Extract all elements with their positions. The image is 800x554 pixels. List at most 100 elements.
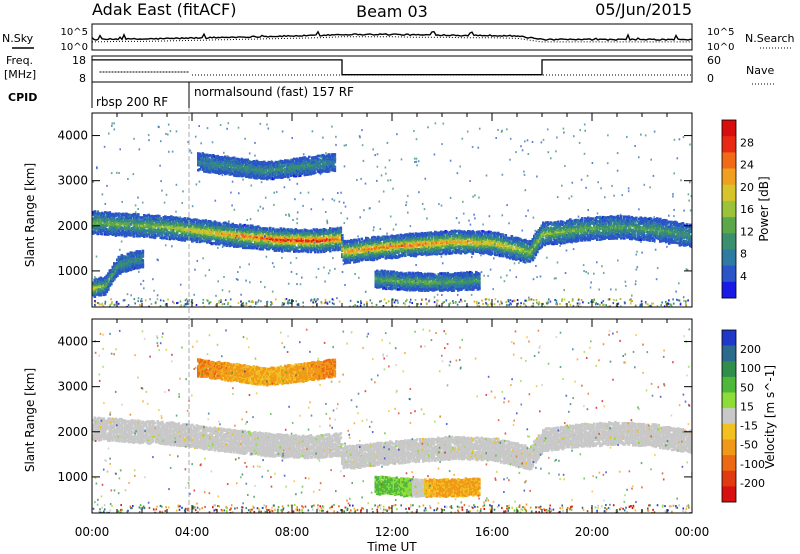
colorbar-tick-label: 8 <box>740 248 747 261</box>
colorbar-swatch <box>722 439 736 456</box>
colorbar-swatch <box>722 152 736 169</box>
y-tick-label: 2000 <box>57 425 88 439</box>
velocity-heatmap <box>92 328 692 513</box>
colorbar-tick-label: 16 <box>740 203 754 216</box>
nsearch-tick-top: 10^5 <box>707 27 734 38</box>
colorbar-swatch <box>722 376 736 393</box>
power-colorbar-label: Power [dB] <box>757 176 771 241</box>
date-label: 05/Jun/2015 <box>595 0 692 19</box>
beam-label: Beam 03 <box>356 2 428 21</box>
nsky-label: N.Sky <box>2 32 34 45</box>
colorbar-swatch <box>722 408 736 425</box>
scatter-specks <box>92 328 692 513</box>
cpid-segment-2: normalsound (fast) 157 RF <box>194 85 354 99</box>
x-tick-label: 16:00 <box>475 525 510 539</box>
nsearch-series <box>92 36 692 43</box>
colorbar-swatch <box>722 423 736 440</box>
nave-label: Nave <box>746 64 774 77</box>
colorbar-frame <box>721 119 737 299</box>
power-axes: 1000 2000 3000 4000 <box>57 113 693 307</box>
colorbar-swatch <box>722 361 736 378</box>
colorbar-swatch <box>722 200 736 218</box>
x-axis-label: Time UT <box>366 540 417 554</box>
colorbar-swatch <box>722 455 736 471</box>
colorbar-swatch <box>722 168 736 185</box>
echo-band-upper-patch <box>197 358 337 387</box>
noise-plot <box>91 30 693 43</box>
colorbar-swatch <box>722 120 736 137</box>
colorbar-tick-label: 50 <box>740 381 754 394</box>
freq-label-line2: [MHz] <box>4 68 36 81</box>
y-tick-label: 4000 <box>57 129 88 143</box>
colorbar-swatch <box>722 330 736 346</box>
power-colorbar: 4 8 12 16 20 24 28 <box>721 119 754 299</box>
colorbar-swatch <box>722 217 736 234</box>
colorbar-swatch <box>722 345 736 362</box>
colorbar-tick-label: 24 <box>740 159 754 172</box>
velocity-ylabel: Slant Range [km] <box>23 368 37 472</box>
colorbar-swatch <box>722 392 736 409</box>
frequency-panel-frame <box>91 55 693 83</box>
x-tick-label: 00:00 <box>75 525 110 539</box>
colorbar-swatch <box>722 184 736 202</box>
echo-band-early-lower-echo <box>92 249 145 298</box>
echo-band-main-echo <box>92 210 692 265</box>
power-ylabel: Slant Range [km] <box>23 163 37 267</box>
nsearch-label: N.Search <box>745 32 795 45</box>
freq-tick-top: 18 <box>72 54 86 67</box>
frequency-plot <box>92 59 692 76</box>
y-tick-label: 4000 <box>57 335 88 349</box>
nsearch-tick-bottom: 10^0 <box>707 42 734 53</box>
colorbar-swatch <box>722 265 736 283</box>
y-tick-label: 1000 <box>57 470 88 484</box>
scatter-specks <box>92 122 692 307</box>
nsky-series <box>91 30 693 41</box>
y-tick-label: 3000 <box>57 174 88 188</box>
colorbar-tick-label: 12 <box>740 225 754 238</box>
nsky-tick-top: 10^5 <box>61 27 88 38</box>
cpid-segment-1: rbsp 200 RF <box>96 95 168 109</box>
colorbar-swatch <box>722 136 736 153</box>
colorbar-tick-label: -15 <box>740 420 758 433</box>
colorbar-tick-label: 200 <box>740 343 761 356</box>
colorbar-swatch <box>722 249 736 266</box>
power-heatmap <box>92 122 692 307</box>
echo-band-upper-patch <box>197 152 337 181</box>
colorbar-frame <box>721 329 737 503</box>
noise-panel-frame <box>91 23 693 51</box>
x-tick-label: 12:00 <box>375 525 410 539</box>
nave-tick-bottom: 0 <box>707 72 714 85</box>
colorbar-swatch <box>722 470 736 487</box>
colorbar-tick-label: 15 <box>740 400 754 413</box>
cpid-label: CPID <box>8 91 37 104</box>
colorbar-swatch <box>722 233 736 250</box>
velocity-colorbar-label: Velocity [m s^-1] <box>763 365 777 469</box>
colorbar-tick-label: -100 <box>740 458 765 471</box>
colorbar-tick-label: -200 <box>740 477 765 490</box>
x-tick-label: 00:00 <box>675 525 710 539</box>
y-tick-label: 3000 <box>57 380 88 394</box>
echo-band-lower-patch <box>374 475 481 498</box>
y-tick-label: 1000 <box>57 264 88 278</box>
echo-band-ground-scatter <box>92 416 692 471</box>
colorbar-tick-label: 28 <box>740 136 754 149</box>
nsky-tick-bottom: 10^0 <box>61 42 88 53</box>
x-tick-label: 04:00 <box>175 525 210 539</box>
velocity-axes: 1000 2000 3000 4000 00:00 04:00 08:00 12:00 16:0… <box>57 319 709 539</box>
x-tick-label: 20:00 <box>575 525 610 539</box>
velocity-colorbar: 200 100 50 15 -15 -50 -100 -200 <box>721 329 765 503</box>
freq-label-line1: Freq. <box>6 54 33 67</box>
radar-title: Adak East (fitACF) <box>92 0 236 19</box>
colorbar-tick-label: 100 <box>740 362 761 375</box>
freq-tick-bottom: 8 <box>79 72 86 85</box>
colorbar-tick-label: 4 <box>740 270 747 283</box>
y-tick-label: 2000 <box>57 219 88 233</box>
colorbar-swatch <box>722 281 736 299</box>
x-tick-label: 08:00 <box>275 525 310 539</box>
colorbar-swatch <box>722 486 736 503</box>
nave-tick-top: 60 <box>707 54 721 67</box>
colorbar-tick-label: -50 <box>740 439 758 452</box>
echo-band-lower-patch <box>374 269 481 292</box>
colorbar-tick-label: 20 <box>740 181 754 194</box>
